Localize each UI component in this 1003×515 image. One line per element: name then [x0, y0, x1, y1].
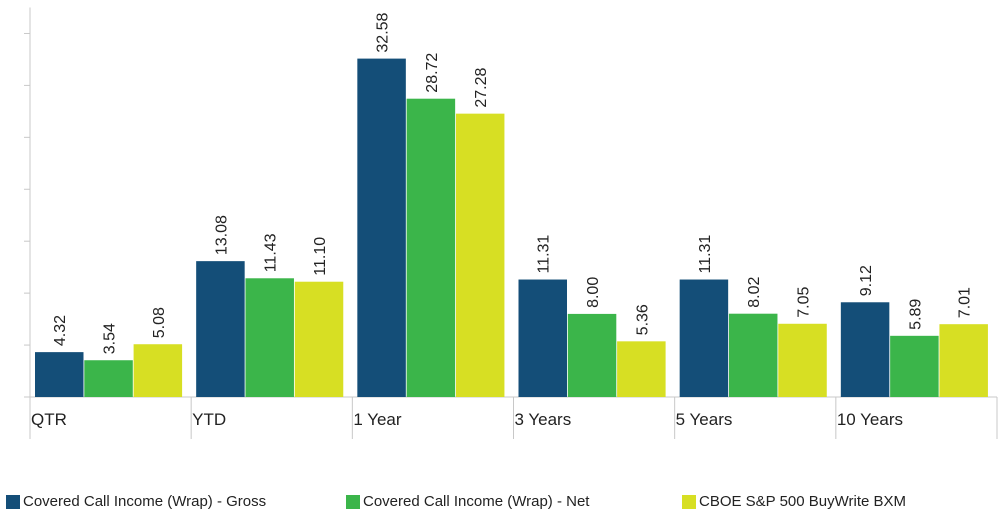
x-axis-tick-label: 10 Years [837, 410, 903, 429]
legend-item-gross: Covered Call Income (Wrap) - Gross [6, 493, 346, 510]
data-label: 8.02 [746, 276, 763, 307]
x-axis-tick-label: YTD [192, 410, 226, 429]
data-label: 5.89 [907, 299, 924, 330]
legend-label-bxm: CBOE S&P 500 BuyWrite BXM [699, 493, 907, 510]
data-label: 8.00 [585, 277, 602, 308]
bar [939, 324, 988, 397]
data-label: 28.72 [424, 53, 441, 93]
data-label: 5.08 [151, 307, 168, 338]
bar [840, 302, 890, 397]
chart-axes [24, 7, 998, 439]
data-label: 11.10 [312, 237, 329, 276]
legend-item-bxm: CBOE S&P 500 BuyWrite BXM [682, 493, 906, 510]
data-label: 3.54 [102, 323, 119, 354]
bar [728, 313, 778, 397]
data-label: 4.32 [52, 315, 69, 346]
bar [35, 352, 84, 397]
x-axis-tick-label: 5 Years [676, 410, 733, 429]
bar [357, 58, 406, 397]
bar [778, 323, 827, 397]
bar [196, 261, 245, 397]
data-label: 32.58 [375, 12, 392, 52]
legend-label-gross: Covered Call Income (Wrap) - Gross [23, 493, 267, 510]
bar [133, 344, 183, 397]
legend-label-net: Covered Call Income (Wrap) - Net [363, 493, 590, 510]
legend-swatch-net [346, 494, 360, 509]
data-label: 7.05 [796, 287, 813, 318]
data-label: 7.01 [957, 287, 974, 318]
data-label: 11.31 [536, 235, 553, 274]
data-label: 13.08 [213, 215, 230, 255]
bar [406, 98, 456, 397]
bar [890, 335, 939, 397]
data-label: 5.36 [634, 304, 651, 335]
x-axis-tick-label: QTR [31, 410, 67, 429]
bar [518, 279, 567, 397]
x-axis-tick-labels: QTR YTD 1 Year 3 Years 5 Years 10 Years [31, 410, 903, 429]
x-axis-tick-label: 1 Year [353, 410, 402, 429]
data-label: 11.43 [263, 233, 280, 272]
legend-swatch-bxm [682, 494, 696, 509]
legend-item-net: Covered Call Income (Wrap) - Net [346, 493, 682, 510]
legend-swatch-gross [6, 494, 20, 509]
data-label: 11.31 [697, 235, 714, 274]
data-label: 9.12 [858, 265, 875, 296]
bar [455, 113, 505, 397]
chart-legend: Covered Call Income (Wrap) - Gross Cover… [6, 493, 906, 510]
chart-bars [35, 58, 988, 397]
bar [679, 279, 729, 397]
bar-chart: 4.32 3.54 5.08 13.08 11.43 11.10 32.58 28.72 27.… [24, 7, 998, 439]
bar [294, 281, 344, 397]
data-label: 27.28 [473, 68, 490, 108]
bar [617, 341, 666, 397]
bar [567, 313, 617, 397]
bar [245, 278, 294, 397]
bar [84, 360, 133, 397]
x-axis-tick-label: 3 Years [515, 410, 572, 429]
chart-data-labels: 4.32 3.54 5.08 13.08 11.43 11.10 32.58 28.72 27.… [52, 12, 973, 354]
